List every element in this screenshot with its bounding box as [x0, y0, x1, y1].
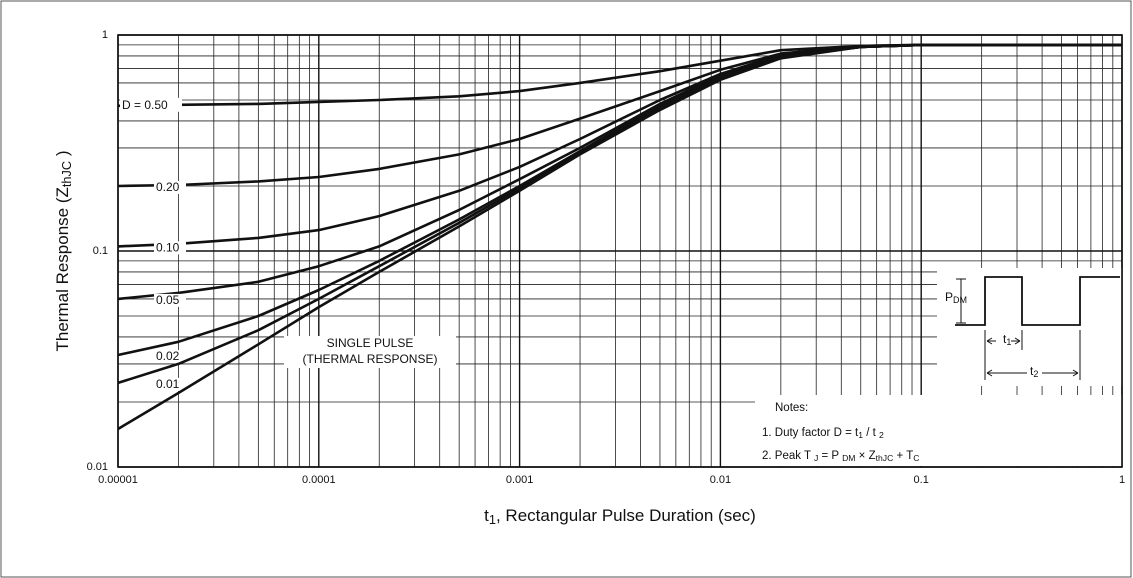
- text-part: 2. Peak T: [762, 450, 814, 462]
- y-tick-label: 0.1: [93, 245, 108, 257]
- subscript: J: [814, 453, 818, 463]
- x-tick-label: 0.1: [914, 474, 929, 486]
- series-line: [117, 43, 1122, 108]
- label-background: [154, 180, 186, 194]
- subscript: thJC: [876, 453, 894, 463]
- series-label: 0.10: [156, 241, 180, 255]
- subscript: 1: [489, 512, 496, 527]
- subscript: thJC: [59, 161, 74, 187]
- y-tick-label: 1: [102, 29, 108, 41]
- t2-label: t2: [1030, 364, 1038, 378]
- text-part: Thermal Response (Z: [53, 187, 72, 351]
- label-background: [284, 336, 456, 368]
- pulse-waveform: [955, 276, 1120, 326]
- time-ticks: [984, 330, 1081, 380]
- x-tick-label: 1: [1119, 474, 1125, 486]
- x-tick-label: 0.01: [710, 474, 731, 486]
- text-part: = P: [818, 450, 842, 462]
- t2-arrow: [986, 369, 1079, 377]
- series-label: D = 0.50: [122, 98, 168, 112]
- pdm-label: PDM: [945, 290, 967, 304]
- text-part: × Z: [855, 450, 875, 462]
- text-part: / t: [863, 427, 879, 439]
- series-line: [117, 43, 1122, 248]
- x-axis-label: t1, Rectangular Pulse Duration (sec): [484, 506, 756, 526]
- text-part: P: [945, 290, 953, 304]
- series-label: SINGLE PULSE: [327, 336, 414, 350]
- series-label: 0.02: [156, 349, 180, 363]
- text-part: ): [53, 151, 72, 161]
- y-tick-label: 0.01: [87, 461, 108, 473]
- notes-title: Notes:: [775, 402, 808, 414]
- pdm-arrow: [956, 278, 966, 324]
- subscript: DM: [953, 295, 967, 305]
- x-tick-label: 0.00001: [98, 474, 138, 486]
- y-axis-label: Thermal Response (ZthJC ): [53, 151, 73, 352]
- text-part: , Rectangular Pulse Duration (sec): [496, 506, 756, 525]
- text-part: t: [1030, 364, 1034, 378]
- note-line: 2. Peak T J = P DM × ZthJC + TC: [762, 450, 919, 463]
- label-background: [120, 97, 182, 112]
- text-part: t: [1003, 332, 1007, 346]
- series-line: [117, 43, 1122, 431]
- notes-background: [755, 395, 1122, 466]
- label-background: [154, 241, 186, 255]
- inset-background: [937, 268, 1122, 386]
- label-background: [154, 293, 186, 307]
- subscript: 1: [858, 430, 863, 440]
- x-tick-label: 0.001: [506, 474, 534, 486]
- series-note: (THERMAL RESPONSE): [303, 352, 438, 366]
- subscript: 1: [1006, 337, 1011, 347]
- text-part: 1. Duty factor D = t: [762, 427, 859, 439]
- subscript: C: [913, 453, 919, 463]
- t1-label: t1: [1003, 332, 1011, 346]
- text-part: t: [484, 506, 489, 525]
- text-part: + T: [893, 450, 913, 462]
- series-label: 0.20: [156, 180, 180, 194]
- t1-arrow: [986, 337, 1021, 345]
- label-background: [154, 350, 186, 364]
- label-background: [154, 377, 186, 391]
- subscript: 2: [879, 430, 884, 440]
- x-tick-label: 0.0001: [302, 474, 336, 486]
- plot-border: [117, 34, 1123, 468]
- subscript: DM: [842, 453, 855, 463]
- note-line: 1. Duty factor D = t1 / t 2: [762, 427, 884, 440]
- series-label: 0.05: [156, 293, 180, 307]
- series-line: [117, 43, 1122, 188]
- subscript: 2: [1033, 369, 1038, 379]
- series-label: 0.01: [156, 377, 180, 391]
